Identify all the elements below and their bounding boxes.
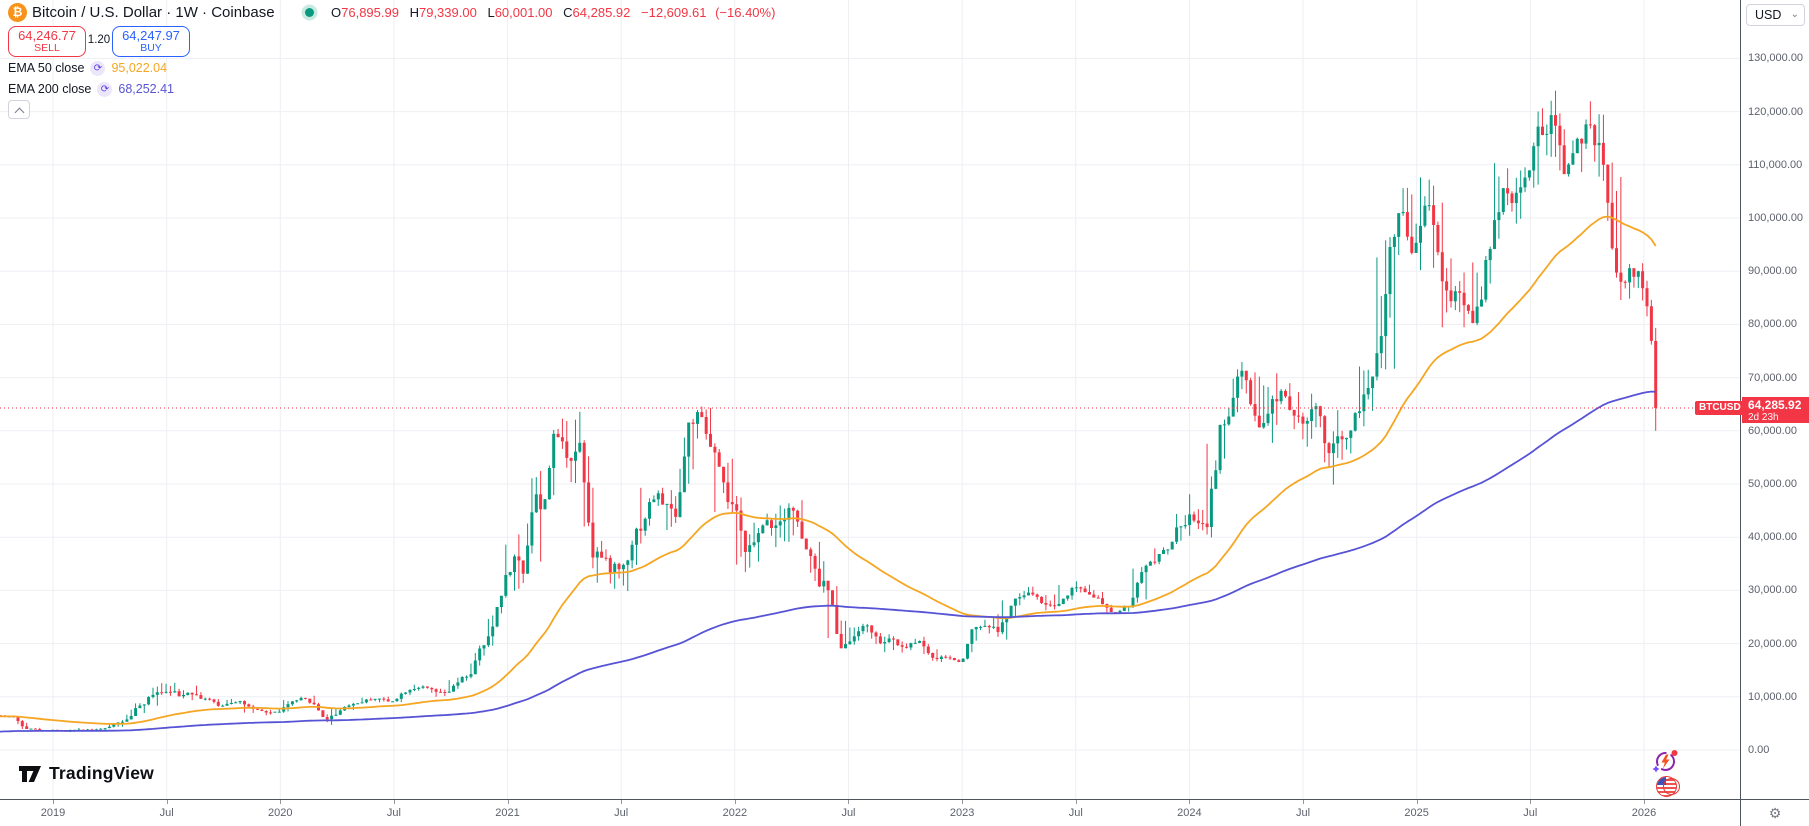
time-axis-tick — [962, 800, 964, 804]
time-axis-label: Jul — [841, 807, 856, 819]
time-axis-label: Jul — [1068, 807, 1083, 819]
time-axis-tick — [1416, 800, 1418, 804]
overlap-ring-icon — [1663, 778, 1680, 795]
ai-assistant-button[interactable] — [1652, 748, 1679, 775]
time-axis-label: 2023 — [949, 807, 975, 819]
price-axis-label: 10,000.00 — [1748, 690, 1797, 703]
price-axis-label: 40,000.00 — [1748, 531, 1797, 544]
tradingview-mark-icon — [19, 765, 41, 782]
bar-countdown: 2d 23h — [1748, 411, 1779, 423]
time-axis-tick — [507, 800, 509, 804]
time-axis[interactable]: 2019 Jul 2020 Jul 2021 Jul 2022 Jul 2023 Jul 2024 J… — [0, 799, 1740, 826]
ema200-name: EMA 200 close — [8, 82, 92, 96]
time-axis-tick — [166, 800, 168, 804]
buy-label: BUY — [140, 41, 162, 54]
price-axis-label: 80,000.00 — [1748, 318, 1797, 331]
buy-price: 64,247.97 — [122, 27, 180, 43]
legend-collapse-button[interactable] — [8, 100, 30, 119]
bitcoin-logo-icon: ₿ — [8, 3, 27, 22]
sync-refresh-icon: ⟳ — [90, 60, 106, 76]
currency-dropdown[interactable]: USD ⌄ — [1746, 4, 1805, 26]
time-axis-tick — [393, 800, 395, 804]
time-axis-label: 2022 — [722, 807, 748, 819]
legend-ema50[interactable]: EMA 50 close ⟳ 95,022.04 — [8, 60, 167, 76]
time-axis-tick — [1303, 800, 1305, 804]
time-axis-tick — [734, 800, 736, 804]
price-axis-label: 0.00 — [1748, 744, 1770, 756]
time-axis-label: 2020 — [268, 807, 293, 819]
time-axis-tick — [1643, 800, 1645, 804]
low-value: 60,001.00 — [494, 5, 553, 20]
time-axis-label: 2021 — [495, 807, 520, 819]
low-label: L — [487, 5, 495, 20]
time-axis-tick — [1530, 800, 1532, 804]
sell-label: SELL — [34, 41, 60, 54]
time-axis-label: Jul — [386, 807, 401, 819]
sell-button[interactable]: 64,246.77 SELL — [8, 26, 86, 57]
price-axis-label: 70,000.00 — [1748, 371, 1797, 384]
close-label: C — [563, 5, 573, 20]
tradingview-wordmark: TradingView — [49, 763, 154, 783]
last-price-value: 64,285.92 — [1748, 397, 1802, 412]
time-axis-label: 2026 — [1631, 807, 1657, 819]
ema200-value: 68,252.41 — [118, 82, 174, 96]
chevron-down-icon: ⌄ — [1790, 9, 1799, 20]
legend-ema200[interactable]: EMA 200 close ⟳ 68,252.41 — [8, 81, 174, 97]
flag-canton — [1657, 777, 1666, 785]
last-price-symbol-tag: BTCUSD — [1695, 400, 1745, 415]
price-axis-label: 100,000.00 — [1748, 212, 1804, 224]
time-axis-label: 2024 — [1177, 807, 1202, 819]
change-value: −12,609.61 — [641, 5, 707, 20]
price-axis-label: 130,000.00 — [1748, 52, 1804, 65]
time-axis-tick — [53, 800, 54, 804]
price-axis-label: 110,000.00 — [1748, 158, 1803, 171]
time-axis-label: Jul — [1523, 807, 1538, 819]
price-axis[interactable]: USD ⌄ 64,285.92 2d 23h 130,000.00 120,000… — [1740, 0, 1809, 799]
sell-price: 64,246.77 — [18, 27, 76, 43]
time-axis-label: Jul — [1296, 807, 1311, 819]
time-axis-label: 2025 — [1404, 807, 1429, 819]
change-percent: (−16.40%) — [715, 5, 776, 20]
price-axis-label: 30,000.00 — [1748, 584, 1797, 597]
candlestick-chart-pane[interactable] — [0, 0, 1740, 799]
time-axis-tick — [621, 800, 623, 804]
time-axis-label: Jul — [614, 807, 629, 819]
price-axis-label: 120,000.00 — [1748, 105, 1804, 118]
currency-label: USD — [1755, 8, 1782, 22]
high-label: H — [409, 5, 419, 20]
scales-settings-corner[interactable]: ⚙ — [1740, 799, 1809, 826]
time-axis-label: Jul — [159, 807, 174, 819]
open-label: O — [331, 5, 342, 20]
tradingview-logo[interactable]: TradingView — [18, 763, 154, 784]
ema50-name: EMA 50 close — [8, 61, 85, 75]
time-axis-tick — [280, 800, 282, 804]
open-value: 76,895.99 — [341, 5, 399, 20]
ohlc-values: O76,895.99 H79,339.00 L60,001.00 C64,285… — [331, 5, 775, 20]
time-axis-label: 2019 — [40, 807, 66, 819]
price-axis-label: 60,000.00 — [1748, 424, 1797, 437]
price-axis-label: 20,000.00 — [1748, 637, 1797, 650]
chevron-up-icon — [14, 107, 25, 118]
ema50-value: 95,022.04 — [111, 61, 168, 75]
high-value: 79,339.00 — [418, 5, 477, 20]
close-value: 64,285.92 — [572, 5, 631, 20]
economic-events-button[interactable] — [1656, 776, 1680, 800]
sync-refresh-icon: ⟳ — [97, 81, 113, 97]
market-status-dot — [305, 8, 314, 17]
ai-lightning-icon — [1652, 750, 1678, 773]
price-axis-label: 90,000.00 — [1748, 265, 1797, 278]
buy-button[interactable]: 64,247.97 BUY — [112, 26, 190, 57]
spread-value: 1.20 — [87, 34, 111, 46]
time-axis-tick — [848, 800, 850, 804]
settings-gear-icon: ⚙ — [1768, 805, 1782, 821]
time-axis-tick — [1075, 800, 1077, 804]
last-price-axis-label: 64,285.92 2d 23h — [1742, 396, 1809, 423]
price-axis-label: 50,000.00 — [1748, 478, 1797, 490]
time-axis-tick — [1189, 800, 1191, 804]
symbol-title[interactable]: Bitcoin / U.S. Dollar · 1W · Coinbase — [32, 4, 275, 21]
